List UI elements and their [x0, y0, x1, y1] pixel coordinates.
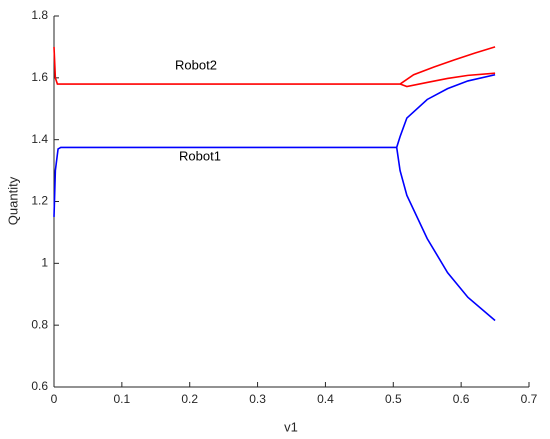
x-tick-label: 0	[51, 392, 58, 406]
y-tick-label: 0.8	[31, 317, 48, 331]
x-tick-label: 0.3	[249, 392, 266, 406]
x-tick-label: 0.6	[453, 392, 470, 406]
x-tick-label: 0.7	[521, 392, 538, 406]
annotation: Robot2	[175, 57, 217, 72]
y-tick-label: 1.6	[31, 70, 48, 84]
series-line	[53, 46, 496, 88]
y-tick-label: 1.4	[31, 132, 48, 146]
y-tick-label: 1.8	[31, 8, 48, 22]
series-line	[53, 73, 496, 322]
y-tick-label: 1.2	[31, 194, 48, 208]
x-tick-label: 0.4	[317, 392, 334, 406]
x-tick-label: 0.1	[114, 392, 131, 406]
x-tick-label: 0.5	[385, 392, 402, 406]
annotation: Robot1	[179, 148, 221, 163]
y-axis-label: Quantity	[5, 176, 20, 225]
x-tick-label: 0.2	[181, 392, 198, 406]
y-tick-label: 0.6	[31, 379, 48, 393]
x-axis-label: v1	[284, 419, 298, 434]
y-tick-label: 1	[41, 256, 48, 270]
